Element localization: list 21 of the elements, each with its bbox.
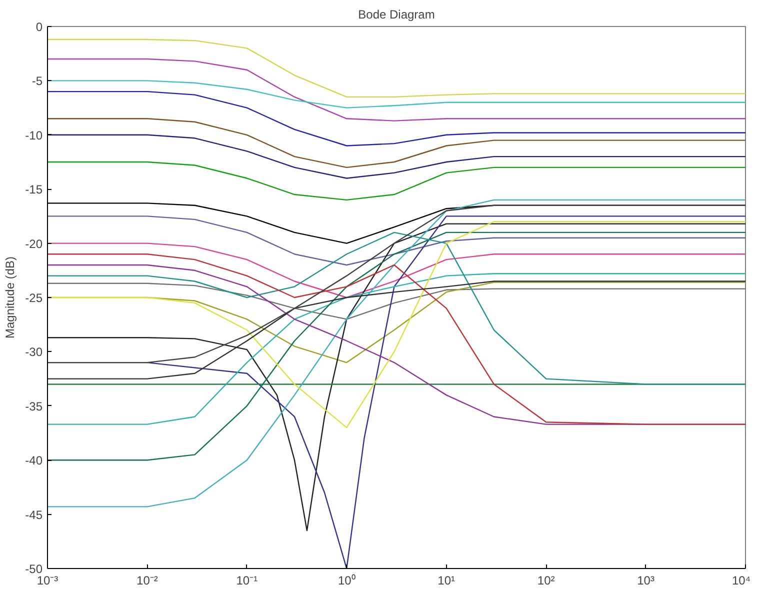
- x-tick-label: 10³: [637, 574, 654, 588]
- y-tick-label: -10: [25, 128, 43, 142]
- y-tick-label: -30: [25, 345, 43, 360]
- x-tick-label: 10⁴: [732, 574, 751, 588]
- x-tick-label: 10⁻¹: [236, 574, 258, 588]
- y-tick-label: 0: [36, 20, 43, 34]
- x-tick-label: 10⁻³: [36, 574, 58, 588]
- y-tick-label: -40: [25, 454, 43, 468]
- y-tick-label: -15: [25, 182, 43, 197]
- x-tick-label: 10²: [537, 574, 555, 588]
- y-axis-title: Magnitude (dB): [3, 256, 18, 339]
- x-tick-label: 10⁻²: [136, 574, 158, 588]
- y-tick-label: -5: [32, 74, 43, 88]
- x-tick-label: 10¹: [438, 574, 456, 588]
- y-tick-label: -45: [25, 508, 43, 522]
- y-tick-label: -50: [25, 562, 43, 576]
- chart-title: Bode Diagram: [358, 8, 435, 22]
- y-tick-label: -35: [25, 399, 43, 414]
- y-tick-label: -20: [25, 236, 43, 251]
- y-tick-label: -25: [25, 291, 43, 305]
- x-tick-label: 10⁰: [338, 574, 356, 588]
